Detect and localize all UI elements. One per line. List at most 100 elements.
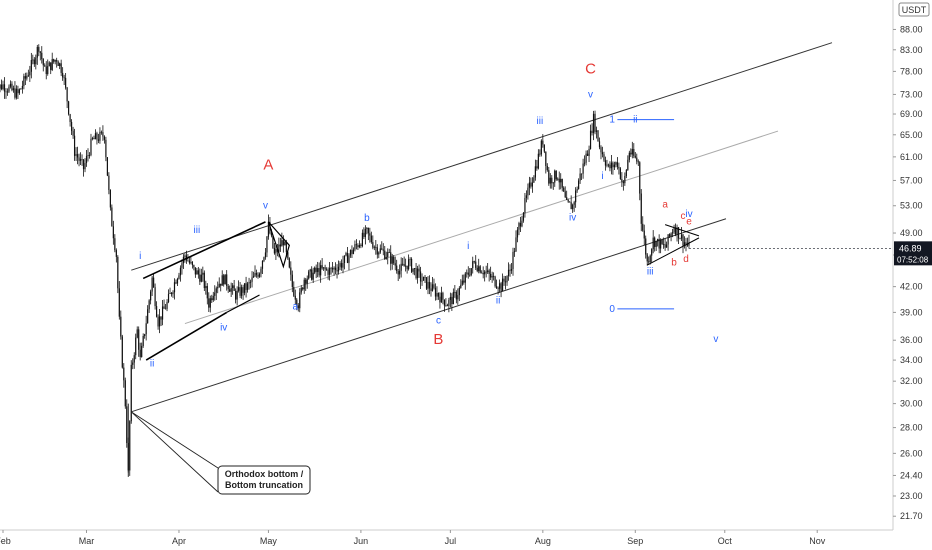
candle-body — [154, 287, 156, 307]
candle-body — [649, 255, 651, 263]
channel-lines — [131, 42, 833, 413]
candle — [428, 275, 431, 295]
candle — [442, 291, 444, 305]
candle-body — [397, 270, 399, 275]
candle-body — [33, 59, 35, 65]
candle — [375, 240, 377, 255]
candle — [6, 88, 9, 96]
candle — [578, 178, 580, 190]
candle-body — [90, 138, 92, 156]
candle-body — [108, 175, 110, 191]
candle-body — [111, 207, 113, 227]
candle-body — [594, 113, 596, 132]
time-axis[interactable]: Feb Mar Apr May Jun Jul Aug Sep Oct Nov — [0, 529, 893, 546]
candle-body — [551, 177, 553, 184]
candle — [612, 161, 614, 175]
candle-body — [415, 268, 417, 279]
candle — [393, 255, 395, 265]
candle — [294, 289, 296, 305]
candle-body — [54, 60, 56, 62]
candle — [633, 143, 635, 159]
wave-label: v — [713, 334, 718, 345]
candle-body — [288, 258, 290, 268]
candle — [455, 290, 457, 304]
candle — [39, 50, 41, 61]
candle — [148, 299, 150, 313]
candle — [105, 136, 107, 162]
candle — [476, 265, 478, 273]
price-axis[interactable]: 88.00 83.00 78.00 73.00 69.00 65.00 61.00 57.00… — [688, 0, 932, 550]
candle — [619, 167, 621, 180]
candle — [588, 145, 590, 162]
candle — [245, 276, 247, 298]
price-tick-label: 28.00 — [900, 423, 923, 433]
candle-body — [490, 273, 492, 278]
callout-box — [217, 465, 311, 495]
candle — [141, 342, 143, 358]
candle-body — [628, 152, 630, 160]
candle-body — [676, 227, 678, 235]
candle — [66, 86, 68, 109]
candle — [515, 230, 517, 252]
candle-body — [349, 250, 352, 256]
candle-body — [376, 247, 378, 255]
candle — [197, 266, 199, 279]
candle — [160, 316, 162, 326]
candle — [485, 265, 487, 278]
candle — [439, 292, 441, 309]
candle-body — [211, 298, 213, 301]
candle-body — [264, 252, 267, 258]
candle — [670, 232, 672, 242]
candle — [366, 227, 368, 235]
candle-body — [272, 235, 274, 248]
candle — [506, 275, 508, 286]
candle-body — [62, 72, 64, 78]
price-tick-label: 61.00 — [900, 152, 923, 162]
candle-body — [634, 155, 636, 158]
candle-body — [17, 88, 19, 94]
candle-body — [388, 252, 390, 253]
candle-body — [428, 281, 431, 289]
candle — [418, 264, 420, 278]
candle — [594, 110, 596, 135]
candle — [472, 256, 474, 274]
candle — [81, 154, 83, 166]
candle — [445, 298, 447, 307]
candle — [536, 159, 538, 171]
candle — [683, 236, 686, 249]
candle — [41, 46, 43, 64]
candle — [613, 161, 616, 170]
candle-body — [563, 187, 565, 192]
candle-body — [260, 268, 262, 274]
candle-body — [209, 298, 211, 308]
candle — [293, 281, 295, 298]
candle-body — [494, 276, 496, 287]
candle — [411, 257, 413, 274]
candle-body — [76, 154, 79, 158]
candle-body — [287, 252, 289, 259]
candle-body — [570, 202, 572, 210]
candle-body — [472, 261, 474, 269]
price-tick-label: 78.00 — [900, 66, 923, 76]
candle-body — [457, 295, 459, 300]
candle — [674, 223, 677, 237]
candle-body — [136, 329, 138, 338]
candle-body — [572, 204, 574, 210]
candle-body — [278, 244, 280, 252]
candle-body — [63, 77, 65, 79]
candle-body — [355, 244, 358, 246]
candle — [94, 129, 97, 140]
small-triangle-pattern — [267, 221, 290, 269]
candle — [60, 59, 62, 77]
candle-body — [564, 191, 566, 198]
candle — [114, 234, 116, 253]
candle-body — [169, 292, 171, 294]
candle — [297, 303, 299, 312]
price-tick-label: 83.00 — [900, 45, 923, 55]
candle — [378, 251, 380, 259]
candle-body — [673, 228, 675, 233]
candle — [591, 123, 593, 136]
wedge-upper-line — [142, 221, 266, 280]
